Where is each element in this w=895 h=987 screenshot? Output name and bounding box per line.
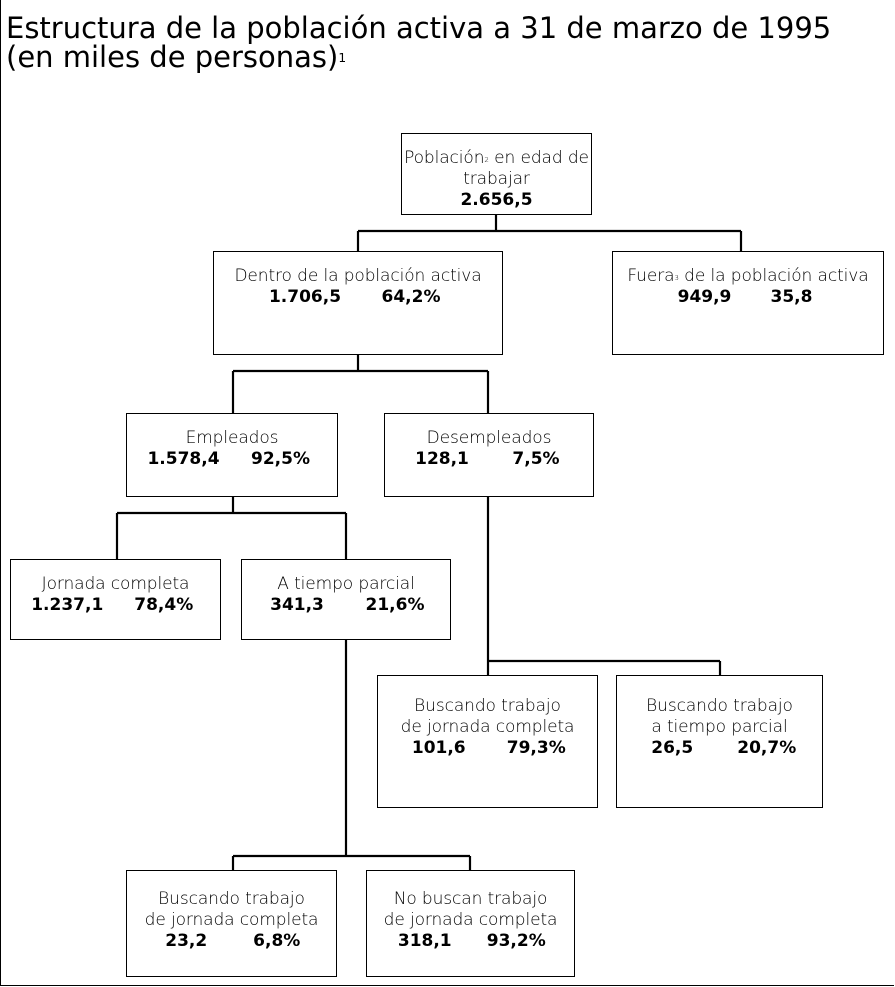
node-percent: 64,2% — [381, 287, 441, 307]
node-label-rest: en edad de trabajar — [463, 148, 589, 189]
node-label: A tiempo parcial — [277, 574, 415, 594]
node-label-line-1: Buscando trabajo — [158, 889, 305, 909]
node-label: Empleados — [185, 428, 279, 448]
node-jornada-completa: Jornada completa 1.237,1 78,4% — [10, 559, 221, 640]
node-value: 949,9 — [677, 287, 732, 307]
node-value: 318,1 — [397, 931, 452, 951]
node-label-text: Fuera — [627, 266, 675, 286]
node-percent: 35,8 — [770, 287, 813, 307]
title-footnote-marker: 1 — [338, 51, 347, 66]
node-values: 318,1 93,2% — [367, 931, 574, 952]
node-empleados: Empleados 1.578,4 92,5% — [126, 413, 338, 497]
node-value: 23,2 — [165, 931, 208, 951]
node-label-line-2: a tiempo parcial — [651, 717, 788, 737]
node-values: 23,2 6,8% — [127, 931, 336, 952]
node-value: 341,3 — [270, 595, 324, 615]
node-label: Población2 en edad de trabajar — [402, 148, 591, 190]
node-fuera-poblacion-activa: Fuera3 de la población activa 949,9 35,8 — [612, 251, 884, 355]
node-label: Fuera3 de la población activa — [613, 266, 883, 287]
node-percent: 20,7% — [737, 738, 797, 758]
node-dentro-poblacion-activa: Dentro de la población activa 1.706,5 64… — [213, 251, 503, 355]
node-values: 1.578,4 92,5% — [127, 449, 337, 470]
node-percent: 6,8% — [253, 931, 301, 951]
node-label-line-2: de jornada completa — [400, 717, 575, 737]
node-percent: 93,2% — [486, 931, 546, 951]
node-value: 26,5 — [651, 738, 694, 758]
node-value: 2.656,5 — [460, 190, 533, 210]
footnote-marker: 2 — [484, 154, 489, 164]
node-values: 128,1 7,5% — [385, 449, 593, 470]
node-value: 1.237,1 — [31, 595, 104, 615]
node-percent: 79,3% — [506, 738, 566, 758]
node-desempleados-buscando-tiempo-parcial: Buscando trabajo a tiempo parcial 26,5 2… — [616, 675, 823, 808]
node-value: 128,1 — [415, 449, 469, 469]
node-label-line-1: Buscando trabajo — [646, 696, 793, 716]
node-values: 26,5 20,7% — [617, 738, 822, 759]
title-line-2-text: (en miles de personas) — [6, 40, 339, 74]
node-label-line-1: No buscan trabajo — [393, 889, 548, 909]
node-tiempo-parcial-buscando-jornada-completa: Buscando trabajo de jornada completa 23,… — [126, 870, 337, 977]
node-percent: 21,6% — [365, 595, 425, 615]
node-tiempo-parcial-no-buscan-jornada-completa: No buscan trabajo de jornada completa 31… — [366, 870, 575, 977]
footnote-marker: 3 — [674, 272, 679, 282]
node-percent: 78,4% — [134, 595, 194, 615]
node-values: 2.656,5 — [402, 190, 591, 211]
node-label: Dentro de la población activa — [234, 266, 482, 286]
node-values: 101,6 79,3% — [378, 738, 597, 759]
node-poblacion-edad-trabajar: Población2 en edad de trabajar 2.656,5 — [401, 133, 592, 215]
node-desempleados: Desempleados 128,1 7,5% — [384, 413, 594, 497]
node-values: 1.706,5 64,2% — [214, 287, 502, 308]
node-label-line-1: Buscando trabajo — [414, 696, 561, 716]
node-values: 341,3 21,6% — [242, 595, 450, 616]
node-label-text: Población — [404, 148, 485, 168]
node-desempleados-buscando-jornada-completa: Buscando trabajo de jornada completa 101… — [377, 675, 598, 808]
node-label-line-2: de jornada completa — [144, 910, 319, 930]
node-values: 1.237,1 78,4% — [11, 595, 220, 616]
node-value: 101,6 — [411, 738, 466, 758]
title-line-2: (en miles de personas)1 — [6, 43, 831, 72]
node-label: Jornada completa — [41, 574, 190, 594]
node-values: 949,9 35,8 — [613, 287, 883, 308]
node-label-rest: de la población activa — [678, 266, 869, 286]
node-value: 1.706,5 — [268, 287, 342, 307]
node-label-line-2: de jornada completa — [383, 910, 558, 930]
node-label: Desempleados — [426, 428, 552, 448]
diagram-title: Estructura de la población activa a 31 d… — [6, 14, 831, 72]
title-line-1: Estructura de la población activa a 31 d… — [6, 11, 832, 45]
node-percent: 7,5% — [512, 449, 560, 469]
node-value: 1.578,4 — [147, 449, 220, 469]
node-percent: 92,5% — [251, 449, 310, 469]
node-a-tiempo-parcial: A tiempo parcial 341,3 21,6% — [241, 559, 451, 640]
